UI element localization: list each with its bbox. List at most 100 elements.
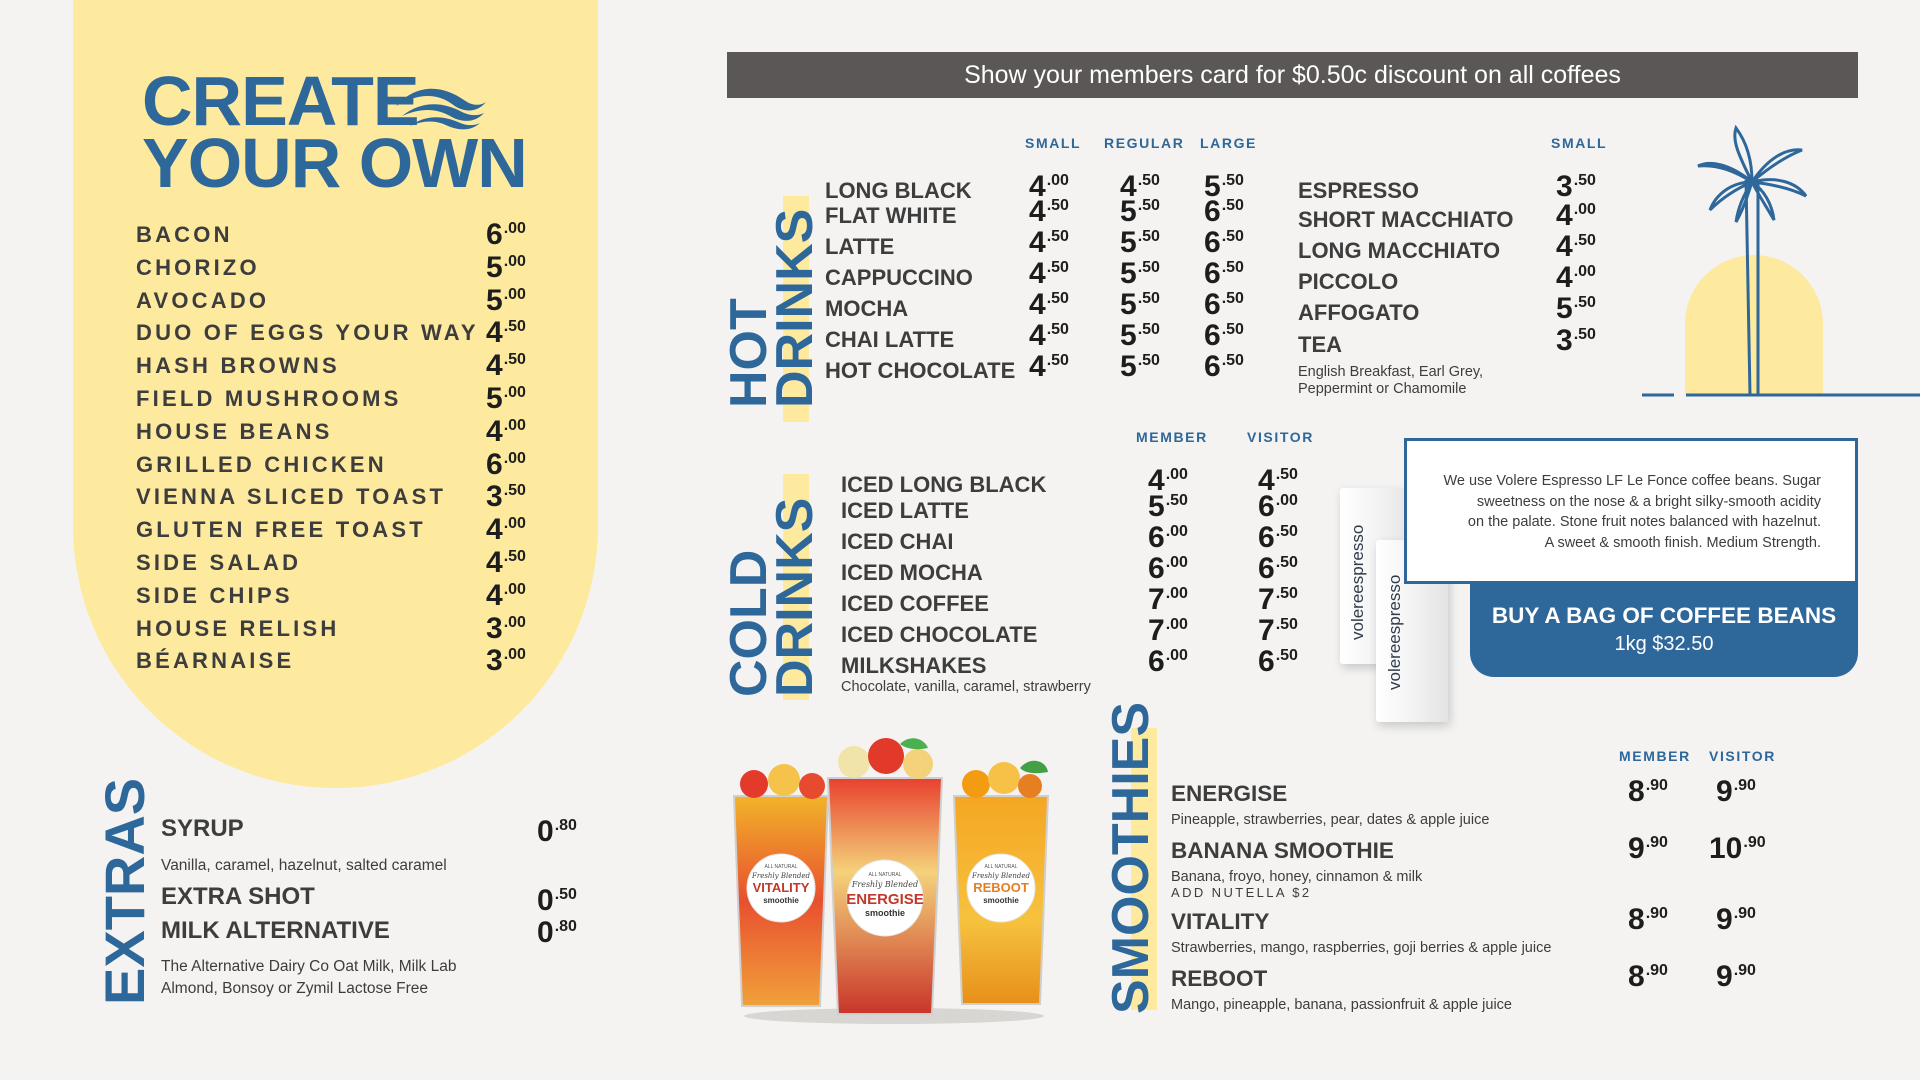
- hot-regular-price: 5.50: [1120, 350, 1160, 383]
- tea-note: English Breakfast, Earl Grey, Peppermint…: [1298, 364, 1484, 397]
- hot-regular-price: 5.50: [1120, 226, 1160, 259]
- list-item: SIDE CHIPS 4.00: [136, 579, 536, 612]
- coffee-bag-brand-front: volereespresso: [1385, 574, 1404, 690]
- hot-drink-name: SHORT MACCHIATO: [1298, 207, 1514, 232]
- hot-small-price: 5.50: [1556, 292, 1596, 325]
- hot-small-header: SMALL: [1025, 135, 1082, 151]
- smoothies-accent-bar: [1131, 728, 1157, 1010]
- energise-glass-label-top: ALL NATURAL: [868, 872, 901, 878]
- item-name: AVOCADO: [136, 287, 270, 313]
- smoothie-description: Mango, pineapple, banana, passionfruit &…: [1171, 997, 1512, 1013]
- hot-small-price: 4.50: [1029, 288, 1069, 321]
- buy-coffee-beans-button[interactable]: BUY A BAG OF COFFEE BEANS 1kg $32.50: [1470, 584, 1858, 677]
- create-your-own-list: BACON 6.00 CHORIZO 5.00 AVOCADO 5.00 DUO OF EG…: [136, 218, 536, 677]
- list-item: HASH BROWNS 4.50: [136, 349, 536, 382]
- hot-drink-name: MOCHA: [825, 296, 909, 321]
- list-item: CHORIZO 5.00: [136, 251, 536, 284]
- milkshake-note: Chocolate, vanilla, caramel, strawberry: [841, 679, 1091, 695]
- hot-drink-name: LONG MACCHIATO: [1298, 238, 1501, 263]
- reboot-glass-label-name: REBOOT: [973, 880, 1029, 895]
- hot-drinks-label: HOT DRINKS: [720, 208, 824, 408]
- hot-drink-name: HOT CHOCOLATE: [825, 358, 1016, 383]
- hot-small-header-2: SMALL: [1551, 135, 1608, 151]
- item-name: VIENNA SLICED TOAST: [136, 484, 447, 510]
- item-name: CHORIZO: [136, 254, 260, 280]
- list-item: DUO OF EGGS YOUR WAY 4.50: [136, 316, 536, 349]
- hot-small-price: 4.50: [1029, 195, 1069, 228]
- vitality-glass-label-smoothie: smoothie: [763, 896, 799, 905]
- hot-large-price: 6.50: [1204, 195, 1244, 228]
- item-price: 4.50: [486, 349, 526, 383]
- reboot-glass-label-script: Freshly Blended: [971, 872, 1031, 880]
- hot-small-price: 4.00: [1556, 199, 1596, 232]
- palm-tree-icon: [1642, 124, 1920, 397]
- extra-shot-name: EXTRA SHOT: [161, 883, 315, 910]
- create-your-own-title: CREATE YOUR OWN: [142, 62, 528, 202]
- reboot-glass-label-top: ALL NATURAL: [984, 864, 1017, 870]
- cold-visitor-price: 6.00: [1258, 490, 1298, 523]
- hot-drink-name: ESPRESSO: [1298, 178, 1420, 203]
- milk-alternative-note: The Alternative Dairy Co Oat Milk, Milk …: [161, 958, 457, 997]
- smoothie-member-price: 8.90: [1628, 775, 1668, 808]
- extra-shot-price: 0.50: [537, 884, 577, 917]
- milk-alternative-price: 0.80: [537, 916, 577, 949]
- cold-drink-name: ICED MOCHA: [841, 560, 983, 585]
- hot-small-price: 4.50: [1029, 350, 1069, 383]
- cold-member-price: 4.00: [1148, 464, 1188, 497]
- list-item: HOUSE BEANS 4.00: [136, 415, 536, 448]
- item-name: SIDE SALAD: [136, 549, 302, 575]
- vitality-glass-label-top: ALL NATURAL: [764, 864, 797, 870]
- extras-label: EXTRAS: [93, 777, 156, 1005]
- list-item: BÉARNAISE 3.00: [136, 644, 536, 677]
- item-name: FIELD MUSHROOMS: [136, 385, 402, 411]
- item-price: 5.00: [486, 381, 526, 415]
- hot-regular-price: 5.50: [1120, 319, 1160, 352]
- hot-regular-price: 5.50: [1120, 257, 1160, 290]
- hot-drink-name: AFFOGATO: [1298, 300, 1420, 325]
- nutella-addon: ADD NUTELLA $2: [1171, 885, 1312, 900]
- hot-small-price: 4.50: [1556, 230, 1596, 263]
- cold-visitor-price: 6.50: [1258, 521, 1298, 554]
- smoothie-name: BANANA SMOOTHIE: [1171, 838, 1394, 863]
- cold-member-price: 5.50: [1148, 490, 1188, 523]
- cold-visitor-price: 7.50: [1258, 614, 1298, 647]
- list-item: SIDE SALAD 4.50: [136, 546, 536, 579]
- hot-small-price: 4.00: [1029, 170, 1069, 203]
- coffee-beans-info: We use Volere Espresso LF Le Fonce coffe…: [1404, 438, 1858, 584]
- cold-visitor-price: 6.50: [1258, 645, 1298, 678]
- syrup-name: SYRUP: [161, 815, 244, 842]
- smoothie-name: REBOOT: [1171, 966, 1268, 991]
- hot-regular-header: REGULAR: [1104, 135, 1185, 151]
- list-item: AVOCADO 5.00: [136, 284, 536, 317]
- hot-small-price: 4.50: [1029, 257, 1069, 290]
- hot-large-price: 6.50: [1204, 350, 1244, 383]
- item-name: BACON: [136, 222, 233, 247]
- smoothie-name: VITALITY: [1171, 909, 1270, 934]
- item-price: 4.50: [486, 545, 526, 579]
- item-name: SIDE CHIPS: [136, 582, 293, 608]
- hot-large-price: 6.50: [1204, 257, 1244, 290]
- cold-drink-name: ICED CHAI: [841, 529, 954, 554]
- smoothie-description: Strawberries, mango, raspberries, goji b…: [1171, 940, 1552, 956]
- item-price: 6.00: [486, 447, 526, 481]
- hot-large-price: 6.50: [1204, 288, 1244, 321]
- hot-drink-name: FLAT WHITE: [825, 203, 957, 228]
- smoothie-visitor-price: 9.90: [1716, 960, 1756, 993]
- smoothie-member-price: 9.90: [1628, 832, 1668, 865]
- energise-glass-label-smoothie: smoothie: [865, 908, 905, 918]
- cold-visitor-price: 6.50: [1258, 552, 1298, 585]
- cold-drink-name: ICED COFFEE: [841, 591, 989, 616]
- hot-large-price: 5.50: [1204, 170, 1244, 203]
- hot-small-price: 4.00: [1556, 261, 1596, 294]
- hot-large-price: 6.50: [1204, 319, 1244, 352]
- cold-drink-name: MILKSHAKES: [841, 653, 987, 678]
- hot-small-price: 4.50: [1029, 319, 1069, 352]
- smoothie-name: ENERGISE: [1171, 781, 1288, 806]
- hot-drink-name: CAPPUCCINO: [825, 265, 973, 290]
- hot-drink-name: TEA: [1298, 332, 1342, 357]
- smoothie-member-price: 8.90: [1628, 960, 1668, 993]
- item-name: BÉARNAISE: [136, 648, 295, 674]
- cold-visitor-header: VISITOR: [1247, 429, 1314, 445]
- item-name: HOUSE RELISH: [136, 615, 340, 641]
- cold-drinks-accent-bar: [783, 474, 809, 700]
